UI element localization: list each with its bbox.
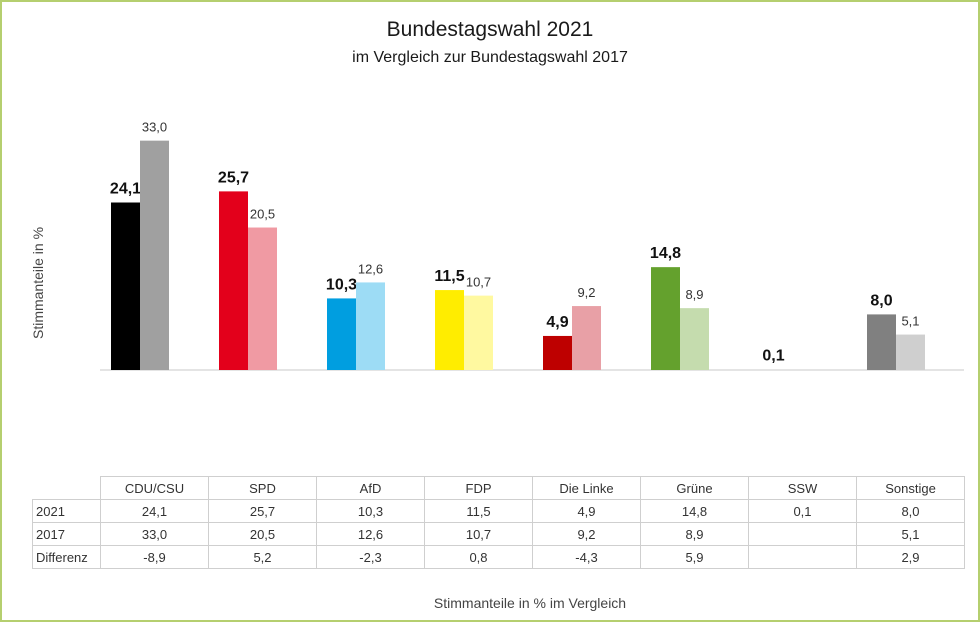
table-row-label: 2017 (32, 522, 101, 546)
table-header-cell: SSW (748, 476, 857, 500)
table-cell: 12,6 (316, 522, 425, 546)
table-cell: 8,9 (640, 522, 749, 546)
table-cell: -4,3 (532, 545, 641, 569)
table-cell: 2,9 (856, 545, 965, 569)
bar-2017-die-linke (572, 306, 601, 370)
bar-2021-fdp (435, 290, 464, 370)
table-row-label: Differenz (32, 545, 101, 569)
bar-2021-die-linke (543, 335, 572, 370)
table-cell: 4,9 (532, 499, 641, 523)
bar-2017-grüne (680, 308, 709, 370)
bar-2017-cdu-csu (140, 140, 169, 370)
bar-2017-afd (356, 282, 385, 370)
data-label-2017-fdp: 10,7 (466, 275, 491, 290)
table-row-label: 2021 (32, 499, 101, 523)
data-label-2021-fdp: 11,5 (434, 268, 464, 285)
table-cell: 9,2 (532, 522, 641, 546)
table-cell: 5,9 (640, 545, 749, 569)
table-cell: 10,7 (424, 522, 533, 546)
bar-plot: 24,1 33,0 25,7 20,5 10,312,6 11,5 10,7 4,9 9,2 14… (100, 120, 964, 371)
data-label-2021-ssw: 0,1 (762, 347, 784, 364)
table-cell: 25,7 (208, 499, 317, 523)
bar-2021-grüne (651, 267, 680, 370)
table-header-cell: SPD (208, 476, 317, 500)
table-cell: 14,8 (640, 499, 749, 523)
bar-2017-sonstige (896, 334, 925, 370)
data-label-2017-sonstige: 5,1 (901, 314, 919, 329)
table-cell: 5,2 (208, 545, 317, 569)
data-label-2021-spd: 25,7 (218, 169, 249, 186)
data-label-2017-afd: 12,6 (358, 261, 383, 276)
data-label-2017-grüne: 8,9 (685, 287, 703, 302)
data-label-2021-grüne: 14,8 (650, 245, 681, 262)
table-cell: 5,1 (856, 522, 965, 546)
chart-title: Bundestagswahl 2021 (386, 18, 594, 41)
table-cell: 20,5 (208, 522, 317, 546)
bar-2017-spd (248, 227, 277, 370)
bar-2017-fdp (464, 295, 493, 370)
data-table: CDU/CSU SPD AfD FDP Die Linke Grüne SSW Sonstig… (32, 476, 965, 569)
data-label-2017-cdu-csu: 33,0 (142, 120, 167, 135)
x-axis-label: Stimmanteile in % im Vergleich (433, 595, 627, 611)
table-header-cell: Sonstige (856, 476, 965, 500)
table-header-cell: Die Linke (532, 476, 641, 500)
table-header-cell: Grüne (640, 476, 749, 500)
table-cell (748, 522, 857, 546)
chart-subtitle: im Vergleich zur Bundestagswahl 2017 (352, 49, 628, 66)
bar-2021-sonstige (867, 314, 896, 370)
table-row: Differenz -8,9 5,2 -2,3 0,8 -4,3 5,9 2,9 (32, 545, 965, 569)
table-header-row: CDU/CSU SPD AfD FDP Die Linke Grüne SSW Sonstig… (32, 476, 965, 500)
table-cell (748, 545, 857, 569)
table-cell: 33,0 (100, 522, 209, 546)
data-label-2017-spd: 20,5 (250, 207, 275, 222)
table-header-cell: FDP (424, 476, 533, 500)
table-cell: -8,9 (100, 545, 209, 569)
table-corner-cell (32, 476, 101, 500)
table-cell: 24,1 (100, 499, 209, 523)
data-table-body: CDU/CSU SPD AfD FDP Die Linke Grüne SSW Sonstig… (32, 476, 965, 569)
table-cell: 0,8 (424, 545, 533, 569)
bar-2021-afd (327, 298, 356, 370)
data-label-2021-sonstige: 8,0 (870, 292, 892, 309)
data-label-2021-cdu-csu: 24,1 (110, 181, 141, 198)
table-cell: 0,1 (748, 499, 857, 523)
data-label-2021-die-linke: 4,9 (546, 314, 568, 331)
table-row: 2021 24,1 25,7 10,3 11,5 4,9 14,8 0,1 8,0 (32, 499, 965, 523)
bar-2021-spd (219, 191, 248, 370)
table-header-cell: CDU/CSU (100, 476, 209, 500)
data-label-2017-die-linke: 9,2 (577, 285, 595, 300)
table-cell: -2,3 (316, 545, 425, 569)
table-row: 2017 33,0 20,5 12,6 10,7 9,2 8,9 5,1 (32, 522, 965, 546)
table-cell: 10,3 (316, 499, 425, 523)
data-label-2021-afd: 10,3 (326, 276, 357, 293)
table-header-cell: AfD (316, 476, 425, 500)
table-cell: 11,5 (424, 499, 533, 523)
bar-2021-cdu-csu (111, 202, 140, 370)
table-cell: 8,0 (856, 499, 965, 523)
